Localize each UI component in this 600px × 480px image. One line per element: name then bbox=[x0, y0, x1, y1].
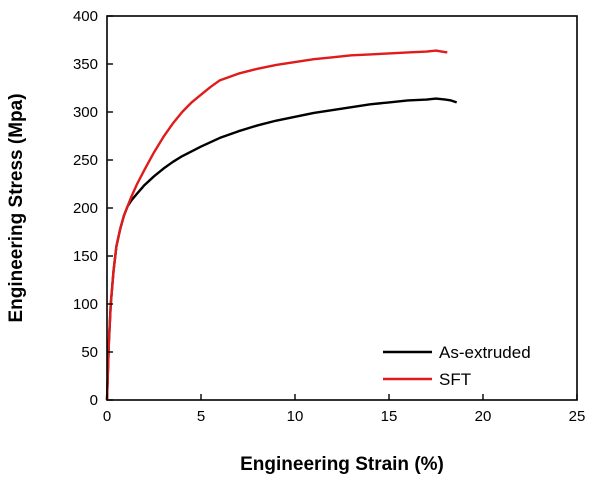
y-tick-label: 300 bbox=[73, 104, 98, 121]
y-tick-label: 350 bbox=[73, 56, 98, 73]
y-tick-label: 50 bbox=[81, 344, 98, 361]
y-tick-label: 250 bbox=[73, 152, 98, 169]
y-axis-title: Engineering Stress (Mpa) bbox=[6, 93, 27, 322]
x-tick-label: 25 bbox=[569, 408, 586, 425]
y-axis-ticks: 0 50 100 150 200 250 300 350 400 bbox=[73, 8, 113, 409]
x-tick-label: 0 bbox=[103, 408, 111, 425]
x-axis-title: Engineering Strain (%) bbox=[240, 454, 444, 475]
y-tick-label: 150 bbox=[73, 248, 98, 265]
x-tick-label: 5 bbox=[197, 408, 205, 425]
legend-label: SFT bbox=[439, 370, 471, 389]
x-axis-ticks: 0 5 10 15 20 25 bbox=[103, 394, 586, 425]
x-tick-label: 20 bbox=[475, 408, 492, 425]
y-tick-label: 0 bbox=[90, 392, 98, 409]
series-line-sft bbox=[105, 49, 448, 401]
x-tick-label: 15 bbox=[381, 408, 398, 425]
x-tick-label: 10 bbox=[287, 408, 304, 425]
legend-label: As-extruded bbox=[439, 343, 531, 362]
plot-lines bbox=[105, 49, 458, 401]
y-tick-label: 100 bbox=[73, 296, 98, 313]
legend: As-extruded SFT bbox=[383, 343, 531, 389]
y-tick-label: 400 bbox=[73, 8, 98, 25]
y-tick-label: 200 bbox=[73, 200, 98, 217]
